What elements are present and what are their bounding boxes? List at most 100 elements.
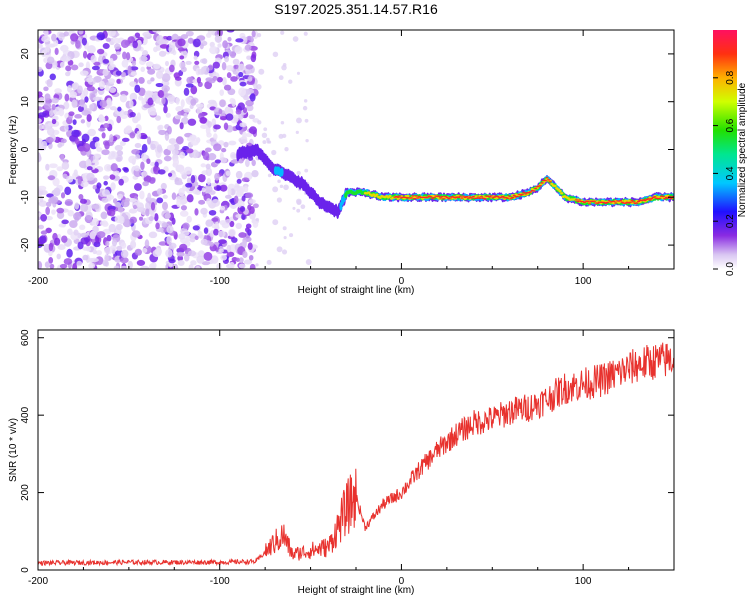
spectrogram-noise-cell: [112, 198, 118, 204]
spectrogram-noise-cell: [237, 102, 245, 111]
spectrogram-track-cell: [439, 197, 443, 199]
spectrogram-noise-cell: [245, 88, 255, 95]
spectrogram-noise-cell: [225, 64, 234, 72]
spectrogram-noise-cell: [156, 197, 164, 204]
spectrogram-noise-cell: [229, 261, 235, 269]
spectrogram-noise-cell: [242, 131, 247, 139]
spectrogram-noise-cell: [218, 108, 223, 115]
colorbar-tick-label: 0.8: [725, 70, 736, 84]
spectrogram-noise-cell: [51, 118, 57, 125]
spectrogram-noise-cell: [124, 197, 130, 203]
spectrogram-noise-cell: [235, 109, 242, 115]
spectrogram-noise-cell: [136, 130, 141, 140]
spectrogram-noise-cell: [209, 241, 214, 247]
spectrogram-noise-cell: [71, 82, 78, 90]
spectrogram-noise-cell: [145, 61, 154, 68]
spectrogram-noise-cell: [79, 198, 88, 204]
spectrogram-noise-cell: [66, 248, 73, 258]
spectrogram-track-cell: [623, 202, 628, 204]
spectrogram-noise-cell: [249, 93, 256, 102]
spectrogram-noise-cell: [255, 217, 260, 222]
spectrogram-noise-cell: [100, 211, 108, 220]
spectrogram-noise-cell: [175, 97, 180, 105]
spectrogram-noise-cell: [219, 220, 227, 226]
spectrogram-noise-cell: [186, 177, 192, 184]
spectrogram-noise-cell: [289, 233, 294, 238]
spectrogram-noise-cell: [296, 71, 301, 75]
spectrogram-track-cell: [458, 195, 462, 197]
spectrogram-track-cell: [512, 194, 516, 197]
spectrogram-noise-cell: [171, 149, 179, 156]
spectrogram-noise-cell: [153, 63, 161, 69]
spectrogram-noise-cell: [69, 91, 77, 99]
spectrogram-track-cell: [416, 197, 420, 199]
spectrogram-noise-cell: [66, 175, 74, 183]
spectrogram-noise-cell: [83, 87, 89, 97]
spectrogram-noise-cell: [95, 250, 103, 256]
spectrogram-noise-cell: [61, 219, 69, 225]
spectrogram-track-cell: [409, 197, 413, 199]
spectrogram-noise-cell: [139, 190, 145, 200]
spectrogram-noise-cell: [180, 205, 188, 211]
spectrogram-noise-cell: [201, 58, 208, 65]
spectrogram-noise-cell: [192, 38, 201, 48]
spectrogram-noise-cell: [56, 253, 61, 260]
spectrogram-noise-cell: [38, 112, 47, 118]
spectrogram-noise-cell: [249, 263, 256, 269]
spectrogram-noise-cell: [238, 87, 247, 97]
spectrogram-noise-cell: [45, 163, 50, 171]
spectrogram-track-cell: [587, 202, 592, 204]
spectrogram-noise-cell: [137, 95, 144, 101]
spectrogram-noise-cell: [179, 210, 189, 217]
spectrogram-noise-cell: [131, 148, 140, 155]
spectrogram-noise-cell: [129, 66, 139, 71]
spectrogram-noise-cell: [44, 261, 50, 268]
spectrogram-noise-cell: [262, 140, 267, 145]
spectrogram-noise-cell: [86, 166, 93, 171]
spectrogram-noise-cell: [133, 165, 140, 172]
spectrogram-noise-cell: [213, 133, 218, 140]
spectrogram-noise-cell: [252, 203, 259, 209]
spectrogram-noise-cell: [207, 120, 212, 128]
spectrogram-noise-cell: [198, 199, 206, 205]
spectrogram-noise-cell: [218, 239, 227, 244]
spectrogram-noise-cell: [150, 77, 155, 82]
spectrogram-track-cell: [476, 196, 480, 198]
spectrogram-noise-cell: [60, 44, 69, 52]
spectrogram-noise-cell: [206, 177, 211, 186]
spectrogram-noise-cell: [184, 253, 190, 262]
x-tick-label: 0: [399, 576, 405, 587]
spectrogram-noise-cell: [70, 64, 79, 71]
spectrogram-noise-cell: [106, 234, 112, 242]
spectrogram-track-cell: [661, 195, 665, 198]
spectrogram-noise-cell: [80, 237, 89, 245]
y-tick-label: 600: [20, 329, 31, 346]
spectrogram-track-cell: [522, 191, 526, 193]
spectrogram-noise-cell: [246, 104, 254, 112]
spectrogram-noise-cell: [266, 259, 272, 265]
spectrogram-noise-cell: [180, 99, 185, 108]
spectrogram-noise-cell: [101, 197, 109, 203]
spectrogram-noise-cell: [261, 132, 268, 139]
spectrogram-noise-cell: [53, 237, 61, 246]
spectrogram-noise-cell: [54, 88, 62, 94]
spectrogram-noise-cell: [167, 125, 172, 135]
spectrogram-noise-cell: [163, 155, 172, 162]
spectrogram-noise-cell: [62, 55, 71, 62]
spectrogram-noise-cell: [117, 193, 124, 200]
spectrogram-noise-cell: [79, 180, 89, 188]
snr-panel: 0 200 400 600 -200 -100 0 100 Height of straig…: [8, 329, 675, 596]
spectrogram-noise-cell: [192, 225, 200, 231]
spectrogram-noise-cell: [207, 30, 213, 36]
spectrogram-noise-cell: [189, 237, 196, 243]
spectrogram-noise-cell: [245, 159, 250, 168]
spectrogram-noise-cell: [102, 58, 110, 64]
spectrogram-noise-cell: [183, 87, 190, 96]
spectrogram-noise-cell: [163, 81, 170, 86]
spectrogram-noise-cell: [201, 187, 206, 193]
spectrogram-noise-cell: [226, 251, 235, 257]
spectrogram-noise-cell: [144, 239, 150, 249]
spectrogram-noise-cell: [219, 99, 226, 108]
spectrogram-noise-cell: [162, 201, 168, 211]
spectrogram-noise-cell: [283, 236, 287, 240]
